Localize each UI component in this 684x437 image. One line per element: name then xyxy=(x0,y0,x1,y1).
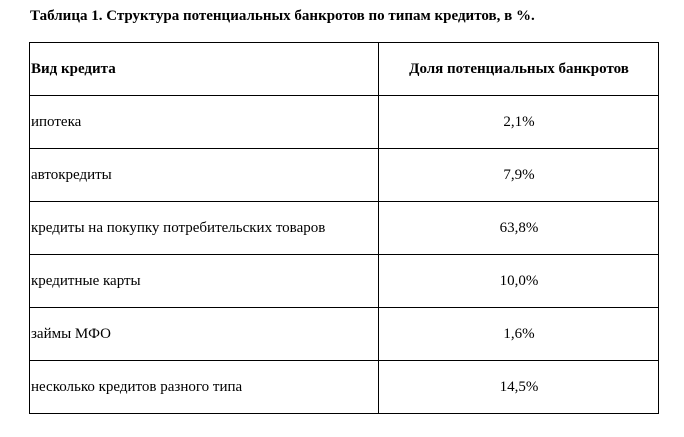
table-row: займы МФО 1,6% xyxy=(29,307,659,361)
table-row: несколько кредитов разного типа 14,5% xyxy=(29,360,659,414)
table-row: кредиты на покупку потребительских товар… xyxy=(29,201,659,255)
table-cell: 1,6% xyxy=(378,307,659,361)
header-row: Вид кредита Доля потенциальных банкротов xyxy=(29,42,659,96)
table-title: Таблица 1. Структура потенциальных банкр… xyxy=(30,8,535,24)
header-cell: Вид кредита xyxy=(29,42,379,96)
table-cell: ипотека xyxy=(29,95,379,149)
table-row: ипотека 2,1% xyxy=(29,95,659,149)
table-row: автокредиты 7,9% xyxy=(29,148,659,202)
header-cell: Доля потенциальных банкротов xyxy=(378,42,659,96)
table-cell: 7,9% xyxy=(378,148,659,202)
table-header: Вид кредита Доля потенциальных банкротов xyxy=(29,42,659,96)
table-row: кредитные карты 10,0% xyxy=(29,254,659,308)
table-cell: кредитные карты xyxy=(29,254,379,308)
table-cell: автокредиты xyxy=(29,148,379,202)
table-cell: 63,8% xyxy=(378,201,659,255)
table: Вид кредита Доля потенциальных банкротов … xyxy=(29,42,659,414)
table-cell: займы МФО xyxy=(29,307,379,361)
table-body: ипотека 2,1% автокредиты 7,9% кредиты на пок… xyxy=(29,95,659,414)
table-cell: кредиты на покупку потребительских товар… xyxy=(29,201,379,255)
table-cell: несколько кредитов разного типа xyxy=(29,360,379,414)
table-cell: 14,5% xyxy=(378,360,659,414)
table-cell: 2,1% xyxy=(378,95,659,149)
table-cell: 10,0% xyxy=(378,254,659,308)
